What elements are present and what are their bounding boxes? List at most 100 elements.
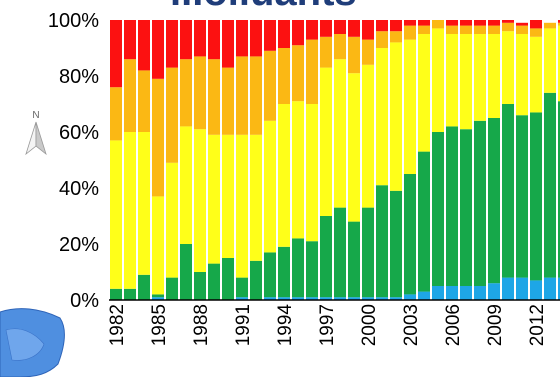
bar-segment-2008-1 (474, 120, 486, 286)
svg-text:N: N (32, 110, 39, 121)
bar-segment-1991-4 (236, 20, 248, 57)
y-tick-label: 80% (59, 66, 99, 88)
bar-segment-2005-2 (432, 28, 444, 132)
bar-segment-1999-2 (348, 73, 360, 222)
bar-segment-1984-1 (138, 274, 150, 300)
bar-segment-1989-2 (208, 134, 220, 264)
bar-segment-2001-2 (376, 48, 388, 186)
bar-segment-1999-1 (348, 221, 360, 298)
bar-segment-1997-0 (320, 297, 332, 300)
bar-segment-1982-4 (110, 20, 122, 88)
bar-segment-1987-2 (180, 126, 192, 244)
bar-segment-1987-1 (180, 244, 192, 300)
bar-segment-1983-4 (124, 20, 136, 60)
bar-segment-1985-2 (152, 196, 164, 295)
north-arrow-icon: N (25, 110, 47, 156)
x-tick-label: 1988 (191, 304, 212, 346)
bar-segment-1999-4 (348, 20, 360, 37)
bar-segment-1997-2 (320, 67, 332, 216)
bar-segment-2006-0 (446, 286, 458, 300)
bar-segment-2006-3 (446, 25, 458, 34)
y-tick-label: 60% (59, 122, 99, 144)
x-tick-label: 1994 (275, 304, 296, 347)
bar-segment-1990-3 (222, 67, 234, 135)
bar-segment-1982-2 (110, 140, 122, 289)
bar-segment-1994-4 (278, 20, 290, 48)
x-tick-label: 1985 (149, 304, 170, 346)
bar-segment-1992-4 (250, 20, 262, 57)
bar-segment-1993-4 (264, 20, 276, 51)
bar-segment-2002-1 (390, 190, 402, 298)
bar-segment-1985-1 (152, 294, 164, 298)
bar-segment-2001-3 (376, 31, 388, 48)
bar-segment-2004-1 (418, 151, 430, 292)
bar-segment-1998-3 (334, 34, 346, 60)
bar-segment-2002-2 (390, 42, 402, 191)
bar-segment-1985-3 (152, 78, 164, 197)
bar-segment-2007-0 (460, 286, 472, 300)
bar-segment-1993-3 (264, 50, 276, 121)
bar-segment-2013-3 (544, 22, 556, 29)
bar-segment-1983-1 (124, 288, 136, 300)
bar-segment-2001-0 (376, 297, 388, 300)
bar-segment-1995-2 (292, 101, 304, 239)
y-tick-label: 0% (70, 290, 99, 312)
bar-segment-1989-1 (208, 263, 220, 300)
bar-segment-1990-2 (222, 134, 234, 258)
bars-layer (110, 20, 560, 300)
bar-segment-2011-0 (516, 277, 528, 300)
y-tick-label: 20% (59, 234, 99, 256)
bar-segment-1987-3 (180, 59, 192, 127)
y-tick-label: 100% (48, 10, 99, 32)
chart-title: ...olluants (170, 0, 357, 15)
bar-segment-1997-4 (320, 20, 332, 37)
bar-segment-1995-1 (292, 238, 304, 298)
bar-segment-2012-1 (530, 112, 542, 281)
bar-segment-1986-2 (166, 162, 178, 278)
bar-segment-2010-0 (502, 277, 514, 300)
y-tick-label: 40% (59, 178, 99, 200)
bar-segment-1995-3 (292, 45, 304, 102)
bar-segment-1994-0 (278, 297, 290, 300)
bar-segment-1982-1 (110, 288, 122, 300)
bar-segment-2004-2 (418, 34, 430, 152)
bar-segment-1985-4 (152, 20, 164, 79)
bar-segment-2009-4 (488, 20, 500, 26)
bar-segment-1989-3 (208, 59, 220, 135)
bar-segment-1996-0 (306, 297, 318, 300)
bar-segment-1984-4 (138, 20, 150, 71)
bar-segment-2006-2 (446, 34, 458, 127)
bar-segment-1991-3 (236, 56, 248, 135)
bar-segment-2007-2 (460, 34, 472, 130)
bar-segment-2006-4 (446, 20, 458, 26)
bar-segment-1992-2 (250, 134, 262, 261)
bar-segment-2004-3 (418, 25, 430, 34)
x-tick-label: 2000 (359, 304, 380, 346)
bar-segment-2007-4 (460, 20, 472, 26)
bar-segment-1993-2 (264, 120, 276, 253)
bar-segment-2013-0 (544, 277, 556, 300)
x-tick-label: 2003 (401, 304, 422, 346)
bar-segment-2010-4 (502, 20, 514, 23)
bar-segment-2002-4 (390, 20, 402, 32)
bar-segment-2004-0 (418, 291, 430, 300)
bar-segment-1988-3 (194, 56, 206, 130)
bar-segment-1994-2 (278, 104, 290, 247)
bar-segment-1983-2 (124, 132, 136, 289)
bar-segment-1988-2 (194, 129, 206, 272)
bar-segment-2008-3 (474, 25, 486, 34)
bar-segment-2012-2 (530, 36, 542, 113)
bar-segment-1991-0 (236, 297, 248, 300)
bar-segment-1998-2 (334, 59, 346, 208)
bar-segment-1982-3 (110, 87, 122, 141)
bar-segment-2007-1 (460, 129, 472, 286)
bar-segment-1989-4 (208, 20, 220, 60)
bar-segment-2000-4 (362, 20, 374, 40)
bar-segment-2008-2 (474, 34, 486, 121)
bar-segment-1988-1 (194, 272, 206, 300)
bar-segment-1993-0 (264, 297, 276, 300)
bar-segment-2012-4 (530, 20, 542, 29)
bar-segment-2013-2 (544, 28, 556, 93)
bar-segment-2000-0 (362, 297, 374, 300)
bar-segment-2009-2 (488, 34, 500, 118)
